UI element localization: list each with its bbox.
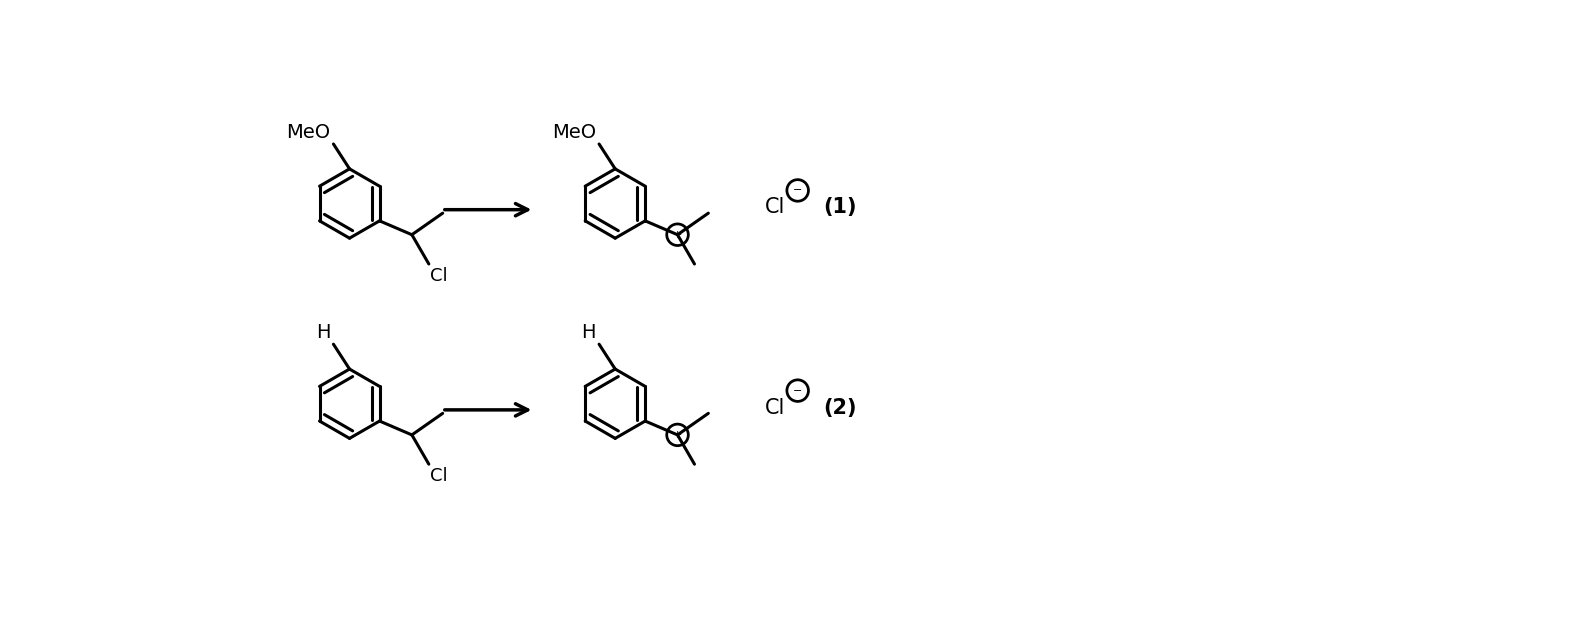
Text: Cl: Cl xyxy=(430,467,448,485)
Text: Cl: Cl xyxy=(765,197,786,218)
Text: +: + xyxy=(673,230,682,240)
Text: Cl: Cl xyxy=(765,397,786,418)
Text: MeO: MeO xyxy=(287,123,330,142)
Text: MeO: MeO xyxy=(552,123,596,142)
Text: (1): (1) xyxy=(823,197,856,218)
Text: H: H xyxy=(582,323,596,342)
Text: H: H xyxy=(316,323,330,342)
Text: +: + xyxy=(673,430,682,440)
Text: (2): (2) xyxy=(823,397,856,418)
Text: −: − xyxy=(792,386,802,396)
Text: −: − xyxy=(792,185,802,195)
Text: Cl: Cl xyxy=(430,267,448,285)
